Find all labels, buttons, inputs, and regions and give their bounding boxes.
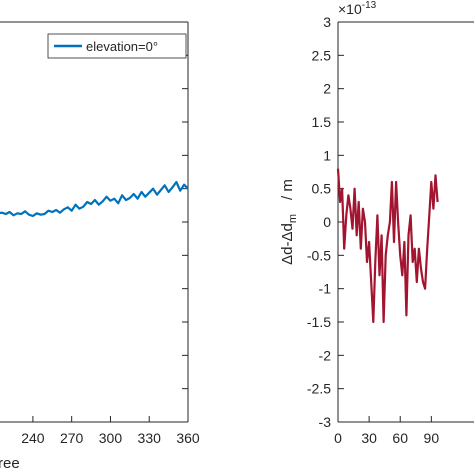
x-tick-label: 60 [392, 430, 408, 446]
y-tick-label: -1.5 [307, 314, 331, 330]
series-line-difference [336, 168, 439, 324]
y-axis-exponent: ×10-13 [338, 0, 377, 17]
y-tick-label: 0.5 [312, 181, 332, 197]
y-tick-label: 1.5 [312, 114, 332, 130]
y-tick-label: -3 [319, 414, 332, 430]
y-tick-label: 2.5 [312, 47, 332, 63]
x-tick-label: 360 [176, 430, 200, 446]
series-line-elevation [0, 180, 189, 218]
y-tick-label: -2 [319, 347, 332, 363]
y-tick-label: -1 [319, 281, 332, 297]
left-plot: 240 270 300 330 360 ree elevation=0° [0, 21, 200, 472]
x-tick-label: 300 [99, 430, 123, 446]
y-tick-label: 0 [323, 214, 331, 230]
x-tick-label: 240 [21, 430, 45, 446]
y-tick-label: -2.5 [307, 381, 331, 397]
x-tick-label: 270 [60, 430, 84, 446]
x-tick-label: 30 [361, 430, 377, 446]
x-tick-label: 0 [334, 430, 342, 446]
left-plot-series [0, 180, 189, 218]
left-plot-x-ticks: 240 270 300 330 360 [21, 416, 200, 446]
left-plot-x-axis-label: ree [0, 455, 20, 472]
left-plot-area [0, 22, 188, 422]
right-plot-y-ticks: 3 2.5 2 1.5 1 0.5 0 -0.5 -1 -1.5 -2 -2.5 -3 [307, 14, 344, 430]
right-plot-x-ticks: 0 30 60 90 [334, 416, 439, 446]
legend: elevation=0° [47, 33, 187, 59]
x-tick-label: 90 [424, 430, 440, 446]
y-tick-label: 2 [323, 81, 331, 97]
y-tick-label: 3 [323, 14, 331, 30]
left-plot-right-ticks [182, 21, 188, 423]
legend-label-elevation: elevation=0° [86, 39, 158, 54]
right-plot-y-axis-label: Δd-Δdm/ m [279, 179, 299, 265]
right-plot-series [336, 168, 439, 324]
right-plot: 32.521.510.50-0.5-1-1.5-2-2.5-3 0 30 60 90 … [279, 0, 474, 446]
x-tick-label: 330 [138, 430, 162, 446]
y-tick-label: -0.5 [307, 247, 331, 263]
y-tick-label: 1 [323, 147, 331, 163]
